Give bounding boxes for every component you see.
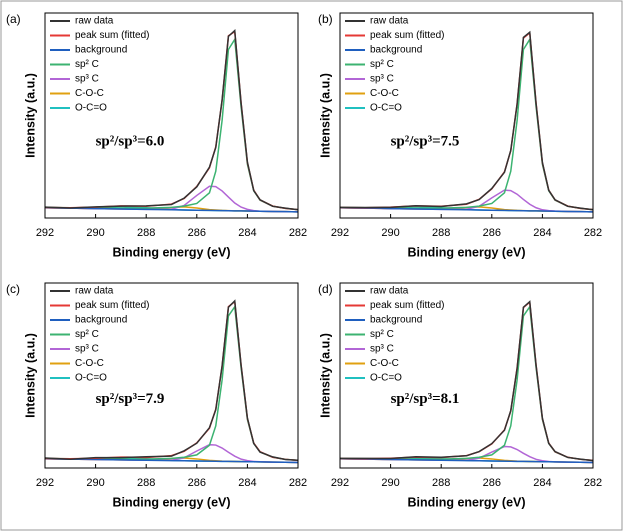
x-tick-label: 288: [432, 477, 450, 489]
plot-frame: [44, 12, 299, 219]
series-line: [44, 458, 299, 464]
x-tick-label: 286: [483, 227, 501, 239]
legend-label: O-C=O: [75, 103, 107, 114]
x-axis-label: Binding energy (eV): [112, 495, 230, 509]
legend-label: sp³ C: [370, 74, 394, 85]
x-axis-label: Binding energy (eV): [407, 245, 525, 259]
legend-label: O-C=O: [370, 373, 402, 384]
x-tick-label: 284: [533, 227, 551, 239]
x-tick-label: 290: [86, 477, 104, 489]
series-line: [340, 300, 594, 462]
legend-label: sp³ C: [75, 344, 99, 355]
panel-label: (b): [318, 12, 333, 26]
legend-label: raw data: [75, 16, 114, 27]
x-tick-label: 286: [188, 227, 206, 239]
x-tick-label: 282: [289, 477, 307, 489]
x-tick-label: 292: [36, 227, 54, 239]
annotation: sp²/sp³=7.9: [96, 391, 165, 407]
legend-label: background: [370, 315, 422, 326]
legend-label: raw data: [370, 286, 409, 297]
series-line: [44, 299, 299, 461]
x-tick-label: 290: [381, 477, 399, 489]
panel-label: (d): [318, 282, 333, 296]
x-tick-label: 288: [137, 227, 155, 239]
legend-label: background: [75, 45, 127, 56]
plot-frame: [44, 282, 299, 469]
legend-label: sp² C: [75, 59, 99, 70]
x-tick-label: 288: [137, 477, 155, 489]
series-line: [339, 207, 594, 213]
panel-label: (a): [6, 12, 21, 26]
y-axis-label: Intensity (a.u.): [23, 333, 37, 418]
legend-label: sp² C: [370, 329, 394, 340]
legend-label: peak sum (fitted): [370, 300, 444, 311]
legend-label: O-C=O: [75, 373, 107, 384]
legend-label: O-C=O: [370, 103, 402, 114]
series-line: [44, 29, 299, 211]
x-tick-label: 286: [483, 477, 501, 489]
panel-label: (c): [6, 282, 20, 296]
legend-label: C-O-C: [370, 88, 399, 99]
legend-label: sp² C: [75, 329, 99, 340]
legend-label: C-O-C: [75, 358, 104, 369]
x-tick-label: 290: [86, 227, 104, 239]
x-tick-label: 292: [331, 477, 349, 489]
legend-label: sp² C: [370, 59, 394, 70]
legend-label: peak sum (fitted): [75, 300, 149, 311]
legend-label: background: [370, 45, 422, 56]
x-tick-label: 290: [381, 227, 399, 239]
y-axis-label: Intensity (a.u.): [318, 333, 332, 418]
legend-label: sp³ C: [75, 74, 99, 85]
legend-label: C-O-C: [370, 358, 399, 369]
series-line: [44, 207, 299, 213]
legend-label: sp³ C: [370, 344, 394, 355]
series-line: [339, 458, 594, 464]
legend-label: raw data: [370, 16, 409, 27]
x-tick-label: 284: [238, 227, 256, 239]
x-tick-label: 288: [432, 227, 450, 239]
annotation: sp²/sp³=7.5: [391, 134, 460, 150]
legend-label: raw data: [75, 286, 114, 297]
x-tick-label: 284: [533, 477, 551, 489]
annotation: sp²/sp³=8.1: [391, 391, 460, 407]
plot-frame: [339, 282, 594, 469]
legend-label: peak sum (fitted): [75, 30, 149, 41]
x-tick-label: 292: [331, 227, 349, 239]
series-line: [339, 30, 594, 211]
y-axis-label: Intensity (a.u.): [23, 73, 37, 158]
x-tick-label: 292: [36, 477, 54, 489]
x-tick-label: 284: [238, 477, 256, 489]
x-axis-label: Binding energy (eV): [112, 245, 230, 259]
legend-label: C-O-C: [75, 88, 104, 99]
legend-label: peak sum (fitted): [370, 30, 444, 41]
x-tick-label: 282: [289, 227, 307, 239]
annotation: sp²/sp³=6.0: [96, 134, 165, 150]
y-axis-label: Intensity (a.u.): [318, 73, 332, 158]
legend-label: background: [75, 315, 127, 326]
plot-frame: [339, 12, 594, 219]
x-tick-label: 286: [188, 477, 206, 489]
x-axis-label: Binding energy (eV): [407, 495, 525, 509]
x-tick-label: 282: [584, 227, 602, 239]
x-tick-label: 282: [584, 477, 602, 489]
